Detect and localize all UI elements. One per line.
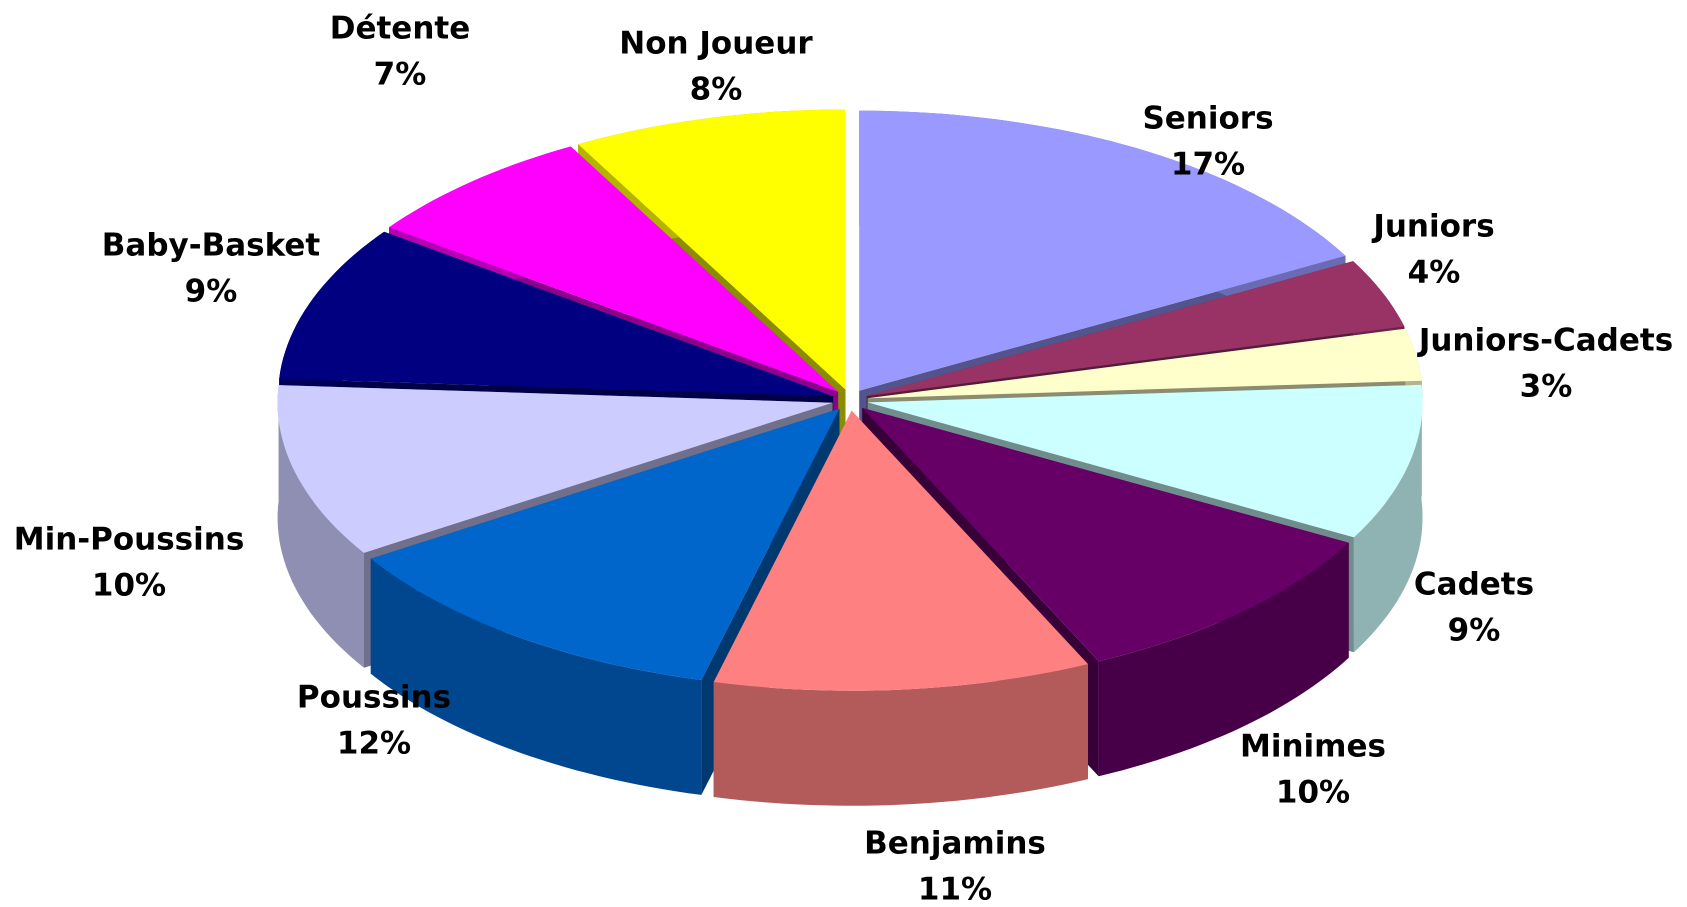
slice [279,231,834,397]
slice-label: Seniors [1142,101,1273,137]
slice [370,408,840,680]
slice-label: Cadets [1414,567,1534,603]
value-label: 9% [1448,613,1501,649]
slice [866,261,1405,396]
value-label: 9% [185,274,238,310]
slice-side [1353,384,1423,653]
slice-label: Min-Poussins [14,522,245,558]
value-label: 11% [918,872,992,907]
slice [867,328,1422,399]
slice-side [1098,542,1349,777]
value-label: 8% [690,72,743,108]
value-label: 10% [1276,775,1350,811]
value-label: 17% [1171,147,1245,183]
value-label: 4% [1408,255,1461,291]
slice-side [713,664,1088,806]
slice [867,384,1423,538]
slice-label: Poussins [297,680,451,716]
slice-label: Baby-Basket [102,228,321,264]
slice-label: Juniors [1371,209,1494,245]
slice-side [277,385,364,668]
slice [713,410,1088,691]
value-label: 10% [92,568,166,604]
slice [389,146,839,392]
slice-side [370,558,702,795]
value-label: 3% [1520,369,1573,405]
slice [859,110,1346,391]
slice-label: Non Joueur [619,26,813,62]
value-label: 12% [337,726,411,762]
slice [862,407,1349,662]
slice [578,109,846,390]
slice-label: Benjamins [864,826,1046,862]
slice [277,385,833,553]
slice-label: Détente [330,11,471,47]
value-label: 7% [374,57,427,93]
slice-label: Juniors-Cadets [1417,323,1673,359]
slice-label: Minimes [1240,729,1386,765]
